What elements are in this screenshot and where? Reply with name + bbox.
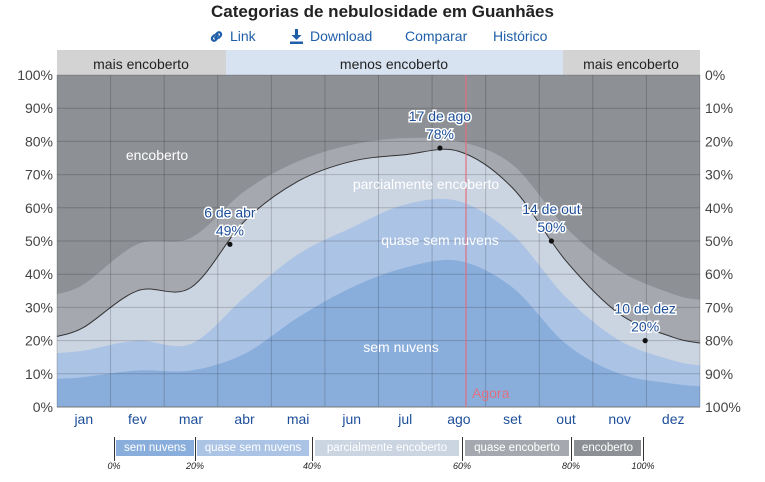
annotation-value: 78% — [426, 126, 454, 142]
x-tick-label: mar — [179, 411, 203, 427]
annotations: 6 de abr 49% 17 de ago 78% 14 de out 50% 10 de… — [203, 107, 677, 344]
legend-item-sem-nuvens: sem nuvens — [116, 440, 194, 456]
page-title: Categorias de nebulosidade em Guanhães — [211, 2, 554, 21]
annotation-dot — [437, 145, 443, 151]
annotation-date: 10 de dez — [614, 301, 676, 317]
area-label-quase-sem-nuvens: quase sem nuvens — [381, 232, 499, 248]
x-tick-label: ago — [447, 411, 471, 427]
y-tick-left: 10% — [25, 366, 53, 382]
history-link[interactable]: Histórico — [493, 28, 548, 44]
band-clearer — [226, 50, 563, 75]
area-label-parcialmente: parcialmente encoberto — [353, 176, 500, 192]
band-label: menos encoberto — [340, 56, 448, 72]
x-tick-label: jul — [397, 411, 412, 427]
y-tick-left: 40% — [25, 266, 53, 282]
y-tick-left: 100% — [17, 67, 53, 83]
download-button[interactable]: Download — [289, 28, 372, 44]
legend-tick — [195, 437, 196, 461]
legend-tick — [312, 437, 313, 461]
link-label: Link — [230, 28, 256, 44]
y-tick-right: 30% — [705, 167, 733, 183]
x-tick-label: out — [556, 411, 576, 427]
y-tick-right: 100% — [705, 399, 741, 415]
y-tick-left: 60% — [25, 200, 53, 216]
y-tick-right: 20% — [705, 133, 733, 149]
x-tick-label: mai — [287, 411, 310, 427]
download-icon — [290, 29, 303, 44]
y-tick-left: 20% — [25, 333, 53, 349]
x-axis: jan fev mar abr mai jun jul ago set out nov dez — [57, 406, 700, 427]
annotation-dot — [548, 238, 555, 244]
compare-link[interactable]: Comparar — [405, 28, 468, 44]
y-tick-left: 50% — [25, 233, 53, 249]
legend-percent: 80% — [561, 461, 581, 471]
annotation-date: 6 de abr — [204, 204, 256, 220]
gridlines — [56, 74, 701, 408]
x-tick-label: jun — [341, 411, 361, 427]
x-tick-label: jan — [73, 411, 93, 427]
x-tick-label: abr — [234, 411, 255, 427]
y-tick-right: 90% — [705, 366, 733, 382]
legend-item-quase-sem-nuvens: quase sem nuvens — [197, 440, 309, 456]
y-axes: 0% 10% 20% 30% 40% 50% 60% 70% 80% 90% 100% 100% 90%… — [17, 67, 741, 415]
legend-percent: 40% — [302, 461, 322, 471]
legend-percent: 0% — [107, 461, 121, 471]
legend-item-encoberto: encoberto — [574, 440, 641, 456]
y-tick-right: 60% — [705, 266, 733, 282]
x-tick-label: dez — [662, 411, 685, 427]
band-overcast-right — [563, 50, 700, 75]
x-tick-label: set — [503, 411, 522, 427]
link-button[interactable]: Link — [209, 28, 256, 44]
legend-tick — [643, 437, 644, 461]
download-label: Download — [310, 28, 373, 44]
y-tick-right: 70% — [705, 299, 733, 315]
annotation-value: 20% — [631, 319, 659, 335]
legend-percent: 20% — [185, 461, 205, 471]
x-tick-label: nov — [608, 411, 631, 427]
link-icon — [210, 31, 223, 42]
legend-tick — [571, 437, 572, 461]
annotation-date: 17 de ago — [409, 108, 471, 124]
y-tick-left: 80% — [25, 133, 53, 149]
annotation-dot — [642, 338, 648, 344]
x-tick-label: fev — [128, 411, 147, 427]
y-tick-right: 50% — [705, 233, 733, 249]
now-label: Agora — [472, 385, 510, 401]
toolbar: Link Download Comparar Histórico — [0, 28, 765, 48]
legend-tick — [114, 437, 115, 461]
y-tick-right: 10% — [705, 100, 733, 116]
legend-percent: 100% — [631, 461, 655, 471]
y-tick-right: 40% — [705, 200, 733, 216]
y-tick-left: 90% — [25, 100, 53, 116]
legend-item-quase-encoberto: quase encoberto — [465, 440, 569, 456]
y-tick-left: 70% — [25, 167, 53, 183]
y-tick-left: 30% — [25, 299, 53, 315]
legend-item-parcialmente-encoberto: parcialmente encoberto — [315, 440, 459, 456]
legend-tick — [462, 437, 463, 461]
area-sem-nuvens — [57, 259, 700, 407]
y-tick-right: 0% — [705, 67, 725, 83]
y-tick-right: 80% — [705, 333, 733, 349]
y-tick-left: 0% — [33, 399, 53, 415]
band-overcast-left — [57, 50, 226, 75]
band-label: mais encoberto — [583, 56, 679, 72]
legend-percent: 60% — [452, 461, 472, 471]
annotation-dot — [227, 241, 233, 247]
area-series — [56, 75, 701, 408]
annotation-value: 49% — [216, 222, 244, 238]
boundary-line — [56, 148, 701, 344]
area-label-sem-nuvens: sem nuvens — [363, 339, 438, 355]
annotation-date: 14 de out — [522, 201, 580, 217]
band-label: mais encoberto — [93, 56, 189, 72]
annotation-value: 50% — [537, 219, 565, 235]
area-label-encoberto: encoberto — [126, 147, 188, 163]
